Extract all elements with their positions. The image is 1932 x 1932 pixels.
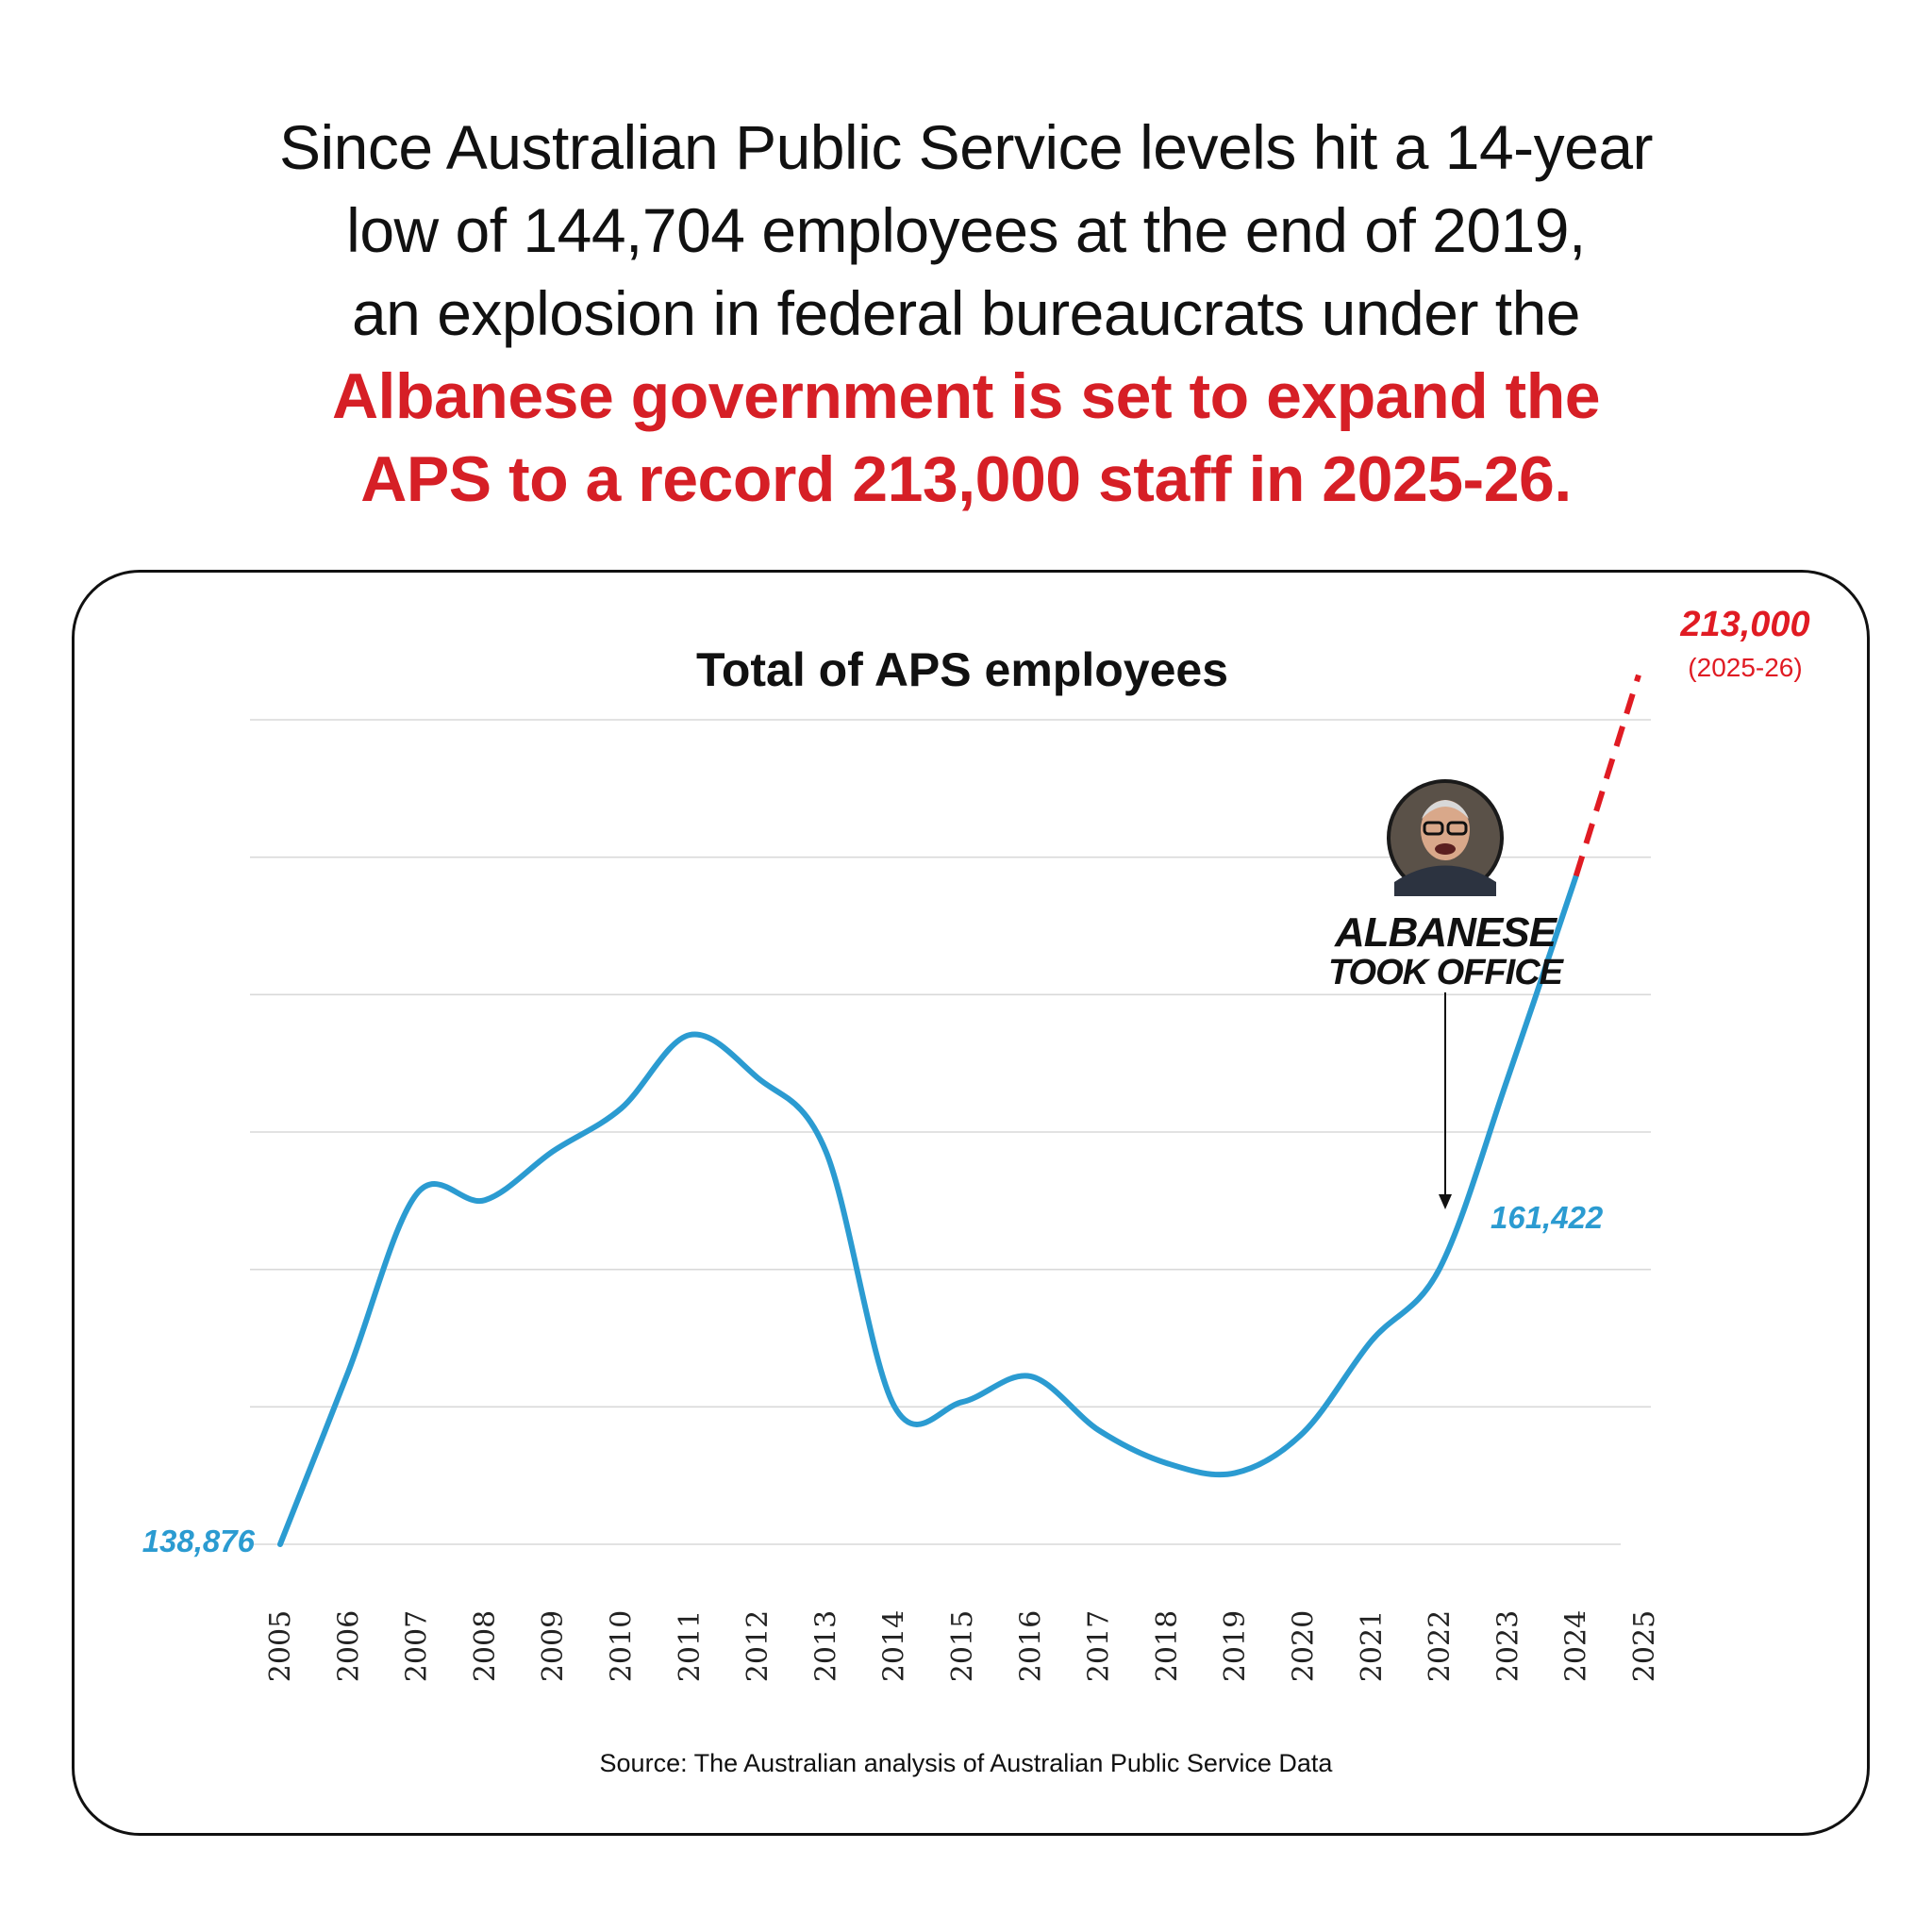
headline-line-1: Since Australian Public Service levels h… [278,112,1654,182]
x-tick-label: 2011 [674,1610,707,1682]
point-value-label: 161,422 [1491,1200,1604,1235]
x-tick-label: 2014 [878,1610,911,1682]
projection-period-label: (2025-26) [1688,653,1802,682]
x-tick-label: 2023 [1491,1610,1524,1682]
chart-card [72,570,1870,1836]
headline-line-2: low of 144,704 employees at the end of 2… [346,195,1586,265]
x-tick-label: 2025 [1628,1610,1661,1682]
grid-layer [250,719,1651,1545]
headline-highlight-line-1: Albanese government is set to expand the [331,360,1601,432]
series-layer [277,674,1641,1547]
x-tick-label: 2020 [1288,1610,1321,1682]
x-tick-label: 2024 [1560,1610,1593,1682]
source-note: Source: The Australian analysis of Austr… [599,1749,1333,1777]
series-line-projection [1573,674,1641,877]
annotation-layer: 138,876 161,422 213,000 (2025-26) ALBANE… [142,605,1810,1558]
projection-value-label: 213,000 [1679,605,1809,644]
x-tick-label: 2018 [1151,1610,1184,1682]
headline-highlight-line-2: APS to a record 213,000 staff in 2025-26… [360,443,1572,515]
x-tick-label: 2021 [1356,1610,1389,1682]
x-tick-label: 2015 [946,1610,979,1682]
x-tick-label: 2017 [1083,1610,1116,1682]
event-label-line-2: TOOK OFFICE [1328,953,1565,992]
event-label-line-1: ALBANESE [1334,909,1558,956]
x-tick-label: 2010 [606,1610,639,1682]
x-tick-label: 2012 [741,1610,774,1682]
avatar [1387,779,1504,896]
x-tick-label: 2016 [1014,1610,1047,1682]
start-value-label: 138,876 [142,1524,256,1558]
x-tick-label: 2007 [401,1610,434,1682]
series-line-actual [277,873,1579,1547]
x-tick-label: 2019 [1219,1610,1252,1682]
x-tick-label: 2006 [332,1610,365,1682]
x-tick-label: 2013 [809,1610,842,1682]
x-tick-label: 2005 [264,1610,297,1682]
headline-line-3: an explosion in federal bureaucrats unde… [351,278,1581,348]
x-tick-label: 2008 [469,1610,502,1682]
headline: Since Australian Public Service levels h… [0,106,1932,521]
x-tick-labels: 2005 2006 2007 2008 2009 2010 2011 2012 2013 2014… [264,1610,1661,1682]
event-arrow [1439,992,1452,1209]
x-tick-label: 2009 [537,1610,570,1682]
chart-title: Total of APS employees [696,643,1228,696]
x-tick-label: 2022 [1424,1610,1457,1682]
